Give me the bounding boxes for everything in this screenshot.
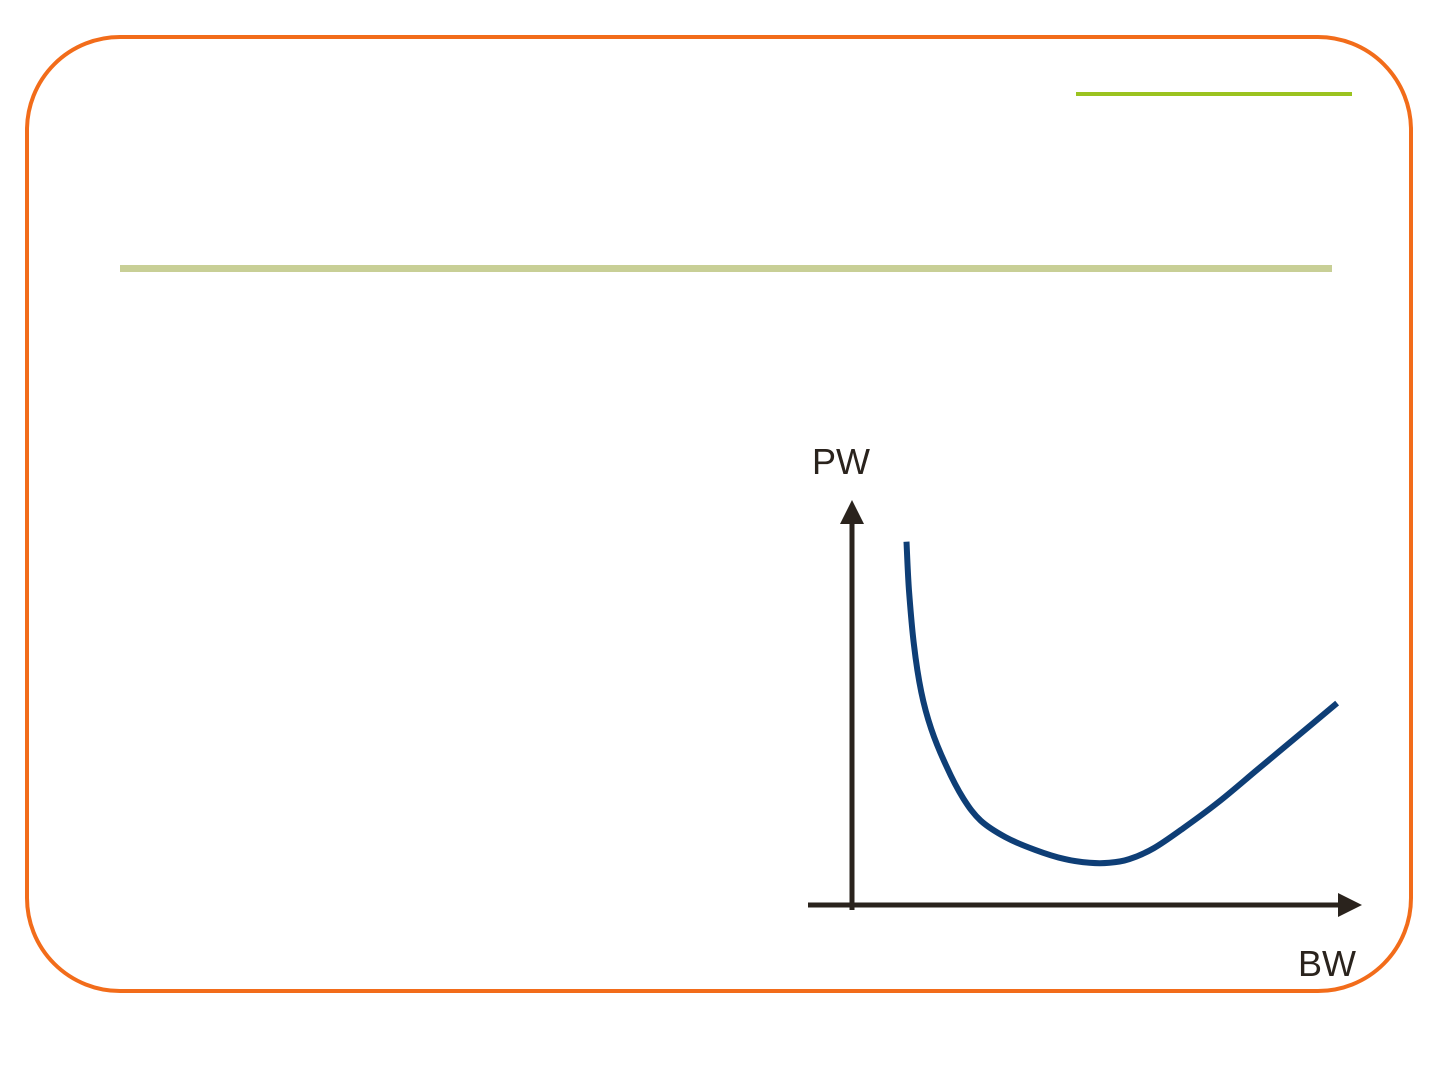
y-axis-label: PW: [812, 441, 870, 482]
pw-bw-chart: PW BW: [800, 430, 1380, 990]
series-line-0: [903, 541, 1340, 867]
x-axis-label: BW: [1298, 943, 1356, 984]
title-divider: [120, 265, 1332, 272]
header-accent-line: [1076, 92, 1352, 96]
y-axis-arrow: [840, 500, 864, 524]
chart-canvas: PW BW: [808, 441, 1362, 984]
x-axis-arrow: [1338, 893, 1362, 917]
slide-frame: [25, 35, 1413, 993]
